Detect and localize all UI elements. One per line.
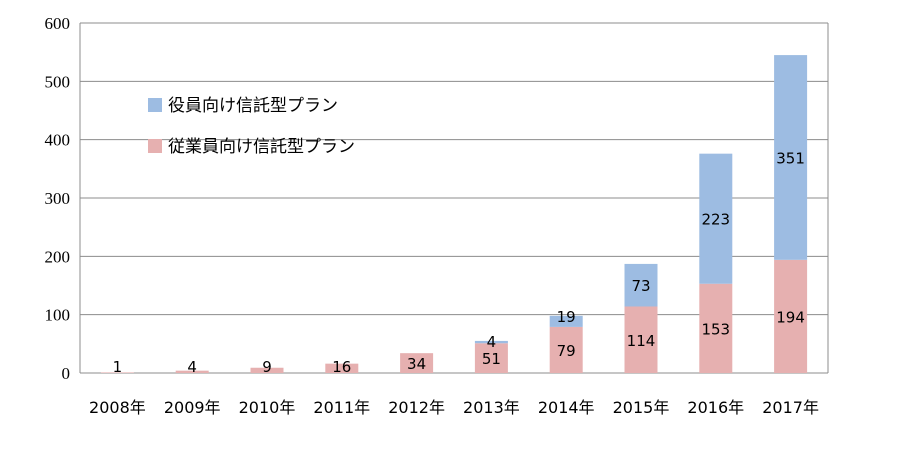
bar-segment-employee xyxy=(325,363,359,373)
data-label: 73 xyxy=(631,277,650,295)
y-tick-label: 300 xyxy=(45,189,71,208)
legend: 役員向け信託型プラン 従業員向け信託型プラン xyxy=(148,96,355,157)
y-axis: 0 100 200 300 400 500 600 xyxy=(45,14,829,383)
bar-segment-executive xyxy=(624,263,658,307)
y-tick-label: 400 xyxy=(45,131,71,150)
legend-label-employee: 従業員向け信託型プラン xyxy=(168,137,355,157)
data-label: 16 xyxy=(332,358,351,376)
bar-segment-executive xyxy=(549,315,583,327)
x-tick-label: 2008年 xyxy=(89,398,146,417)
x-tick-label: 2014年 xyxy=(538,398,595,417)
x-tick-label: 2011年 xyxy=(313,398,370,417)
y-tick-label: 500 xyxy=(45,72,71,91)
bars xyxy=(100,55,808,373)
bar-segment-executive xyxy=(699,153,733,284)
x-tick-label: 2010年 xyxy=(239,398,296,417)
bar-segment-employee xyxy=(474,343,508,373)
data-label: 9 xyxy=(262,358,272,376)
data-label: 34 xyxy=(407,355,426,373)
bar-segment-employee xyxy=(699,283,733,373)
y-tick-label: 200 xyxy=(45,247,71,266)
bar-segment-employee xyxy=(624,306,658,373)
bar-segment-employee xyxy=(250,367,284,373)
y-tick-label: 600 xyxy=(45,14,71,33)
legend-swatch-employee xyxy=(148,139,162,153)
data-label: 114 xyxy=(627,332,656,350)
y-tick-label: 100 xyxy=(45,306,71,325)
legend-label-executive: 役員向け信託型プラン xyxy=(168,96,338,116)
x-tick-label: 2016年 xyxy=(687,398,744,417)
bar-segment-executive xyxy=(474,340,508,344)
x-tick-label: 2013年 xyxy=(463,398,520,417)
bar-segment-employee xyxy=(175,370,209,373)
data-label: 194 xyxy=(776,308,805,326)
bar-segment-employee xyxy=(400,353,434,373)
x-tick-label: 2009年 xyxy=(164,398,221,417)
gridlines xyxy=(80,22,828,374)
bar-segment-employee xyxy=(549,326,583,373)
data-label: 51 xyxy=(482,350,501,368)
x-tick-label: 2017年 xyxy=(762,398,819,417)
y-tick-label: 0 xyxy=(62,364,71,383)
data-label: 1 xyxy=(113,358,123,376)
data-label: 351 xyxy=(776,149,805,167)
data-label: 4 xyxy=(487,333,497,351)
x-axis: 2008年 2009年 2010年 2011年 2012年 2013年 2014年 2015年… xyxy=(89,398,819,417)
x-tick-label: 2015年 xyxy=(613,398,670,417)
legend-swatch-executive xyxy=(148,98,162,112)
data-label: 19 xyxy=(557,308,576,326)
bar-segment-employee xyxy=(100,372,134,373)
data-label: 153 xyxy=(701,320,730,338)
data-label: 223 xyxy=(701,211,730,229)
x-tick-label: 2012年 xyxy=(388,398,445,417)
data-label: 79 xyxy=(557,342,576,360)
bar-segment-employee xyxy=(774,259,808,373)
bar-segment-executive xyxy=(774,55,808,260)
data-label: 4 xyxy=(187,358,197,376)
